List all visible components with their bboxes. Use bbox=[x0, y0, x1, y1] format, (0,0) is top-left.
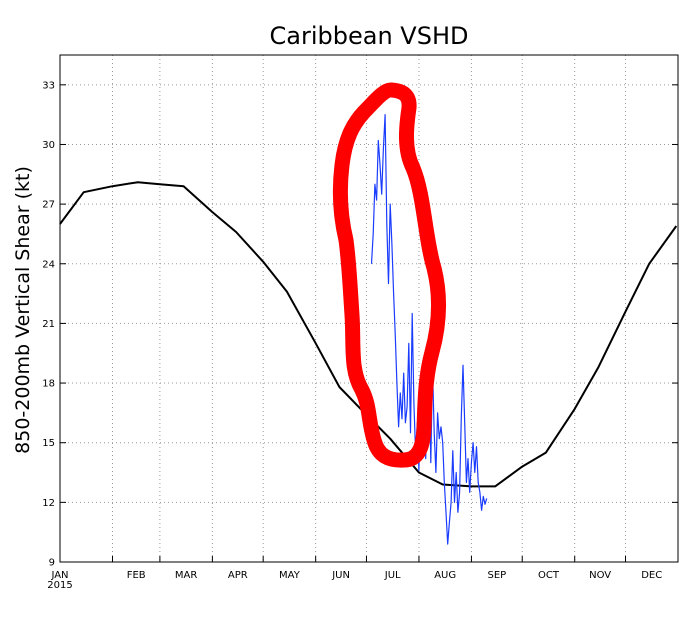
x-tick-label: MAR bbox=[175, 570, 197, 581]
x-tick-label: MAY bbox=[279, 570, 301, 581]
x-tick-label: DEC bbox=[641, 570, 662, 581]
x-tick-label: SEP bbox=[487, 570, 506, 581]
x-tick-label: JUL bbox=[384, 570, 401, 581]
y-tick-label: 12 bbox=[42, 498, 55, 509]
y-tick-label: 33 bbox=[42, 80, 55, 91]
y-tick-label: 9 bbox=[49, 558, 55, 569]
red-highlight-loop bbox=[332, 82, 446, 468]
annotation-layer bbox=[332, 82, 446, 468]
axes: 9 12 15 18 21 24 27 30 33 JAN FEB MAR APR MAY JUN JUL AU… bbox=[42, 54, 679, 591]
y-tick-label: 27 bbox=[42, 200, 55, 211]
y-tick-label: 21 bbox=[42, 319, 55, 330]
x-tick-label: APR bbox=[228, 570, 248, 581]
x-tick-label: FEB bbox=[127, 570, 146, 581]
x-tick-label: JAN bbox=[50, 570, 68, 581]
x-tick-label: AUG bbox=[434, 570, 456, 581]
x-tick-label: NOV bbox=[589, 570, 611, 581]
observed-2015-line bbox=[370, 114, 488, 545]
y-tick-label: 15 bbox=[42, 438, 55, 449]
x-year-label: 2015 bbox=[47, 580, 72, 591]
plot-frame bbox=[59, 54, 679, 563]
x-tick-label: OCT bbox=[538, 570, 560, 581]
y-tick-label: 30 bbox=[42, 140, 55, 151]
y-tick-label: 24 bbox=[42, 259, 55, 270]
x-tick-label: JUN bbox=[331, 570, 350, 581]
y-axis-label: 850-200mb Vertical Shear (kt) bbox=[12, 166, 34, 454]
series-layer bbox=[59, 114, 678, 545]
chart-title: Caribbean VSHD bbox=[270, 22, 469, 50]
grid bbox=[60, 55, 678, 562]
y-tick-label: 18 bbox=[42, 379, 55, 390]
